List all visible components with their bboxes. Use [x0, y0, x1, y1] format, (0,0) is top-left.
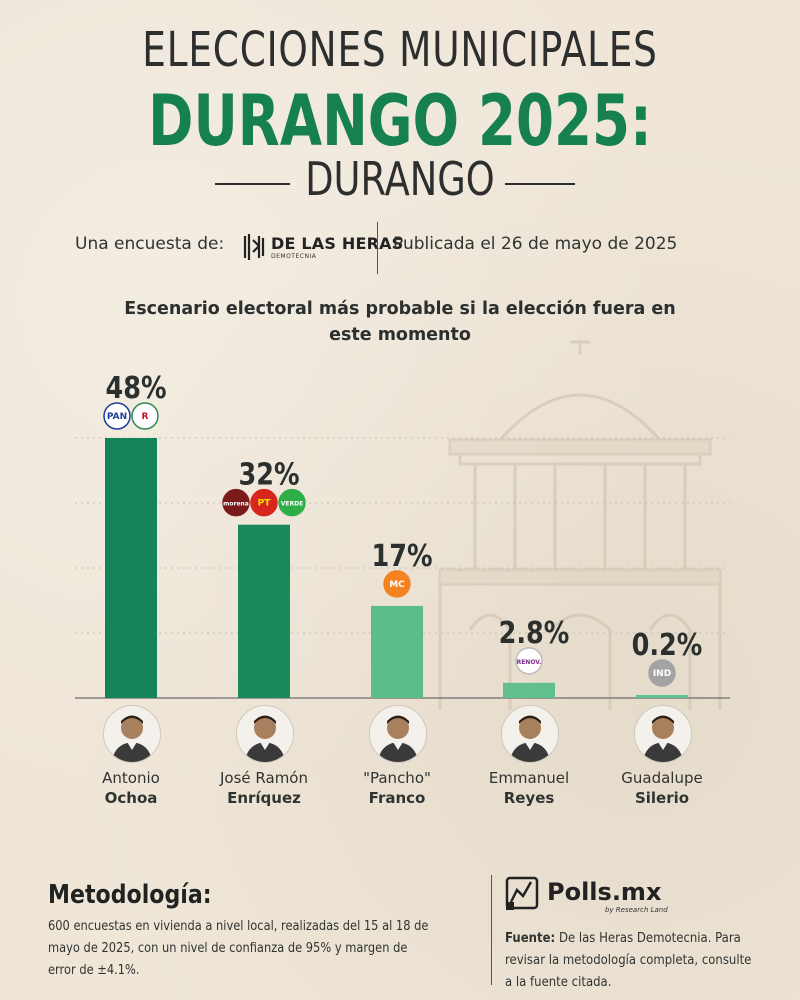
source-row: Una encuesta de: DE LAS HERAS DEMOTECNIA… — [0, 222, 800, 274]
party-logo-verde — [278, 488, 306, 517]
source-divider — [377, 222, 378, 274]
data-label-5: 0.2% — [632, 627, 703, 663]
published-date: Publicada el 26 de mayo de 2025 — [393, 234, 678, 254]
candidate-photo-5 — [634, 705, 692, 763]
candidate-photo-1 — [103, 705, 161, 763]
candidate-first-name: "Pancho" — [363, 769, 431, 787]
bar-2 — [238, 524, 290, 698]
candidate-first-name: Guadalupe — [621, 769, 703, 787]
bar-3 — [371, 605, 423, 698]
data-label-1: 48% — [105, 370, 166, 406]
party-logo-label: IND — [653, 669, 671, 679]
title-line-2: DURANGO 2025: — [148, 80, 652, 162]
polls-chart-icon — [505, 876, 539, 910]
candidate-name-1: Antonio Ochoa — [61, 768, 201, 808]
candidate-photo-2 — [236, 705, 294, 763]
candidate-name-3: "Pancho" Franco — [327, 768, 467, 808]
source-note-label: Fuente: — [505, 931, 556, 946]
polls-mx-logo: Polls.mx — [505, 872, 661, 912]
pollster-name: DE LAS HERAS — [271, 234, 404, 253]
title-rule-left — [215, 183, 290, 185]
candidate-name-4: Emmanuel Reyes — [459, 768, 599, 808]
source-label: Una encuesta de: — [75, 234, 225, 254]
candidate-photo-4 — [501, 705, 559, 763]
party-logo-pri — [131, 402, 159, 430]
data-label-2: 32% — [238, 457, 299, 493]
candidate-last-name: Reyes — [503, 789, 555, 807]
data-label-4: 2.8% — [499, 615, 570, 651]
title-line-1: ELECCIONES MUNICIPALES — [142, 22, 658, 78]
footer-divider — [491, 875, 492, 985]
party-logo-label: RENOV. — [517, 659, 542, 666]
party-logo-label: MC — [389, 580, 405, 590]
data-label-3: 17% — [371, 538, 432, 574]
chart-title: Escenario electoral más probable si la e… — [124, 299, 676, 345]
bar-4 — [503, 682, 555, 698]
candidate-photo-3 — [369, 705, 427, 763]
bar-5 — [636, 695, 688, 698]
source-note-text: De las Heras Demotecnia. Para revisar la… — [505, 931, 752, 990]
title-rule-right — [505, 183, 575, 185]
title-line-3: DURANGO — [305, 152, 495, 206]
candidate-first-name: Emmanuel — [488, 769, 570, 787]
party-logo-label: PT — [258, 499, 272, 509]
party-logo-pt — [250, 488, 278, 517]
candidate-first-name: Antonio — [102, 769, 160, 787]
kiosk-illustration — [438, 340, 722, 710]
candidate-name-2: José Ramón Enríquez — [194, 768, 334, 808]
candidate-name-5: Guadalupe Silerio — [592, 768, 732, 808]
party-logo-label: PAN — [107, 412, 127, 422]
party-logo-ind — [648, 659, 676, 687]
candidate-last-name: Ochoa — [104, 789, 158, 807]
candidate-first-name: José Ramón — [220, 769, 308, 787]
title-line-3-wrap: DURANGO — [0, 152, 800, 212]
party-logo-morena — [222, 488, 250, 517]
pollster-sub: DEMOTECNIA — [271, 253, 317, 260]
party-logo-mc — [383, 570, 411, 598]
candidate-last-name: Franco — [368, 789, 426, 807]
party-logo-label: morena — [223, 501, 249, 508]
party-logo-label: R — [142, 412, 149, 422]
polls-brand: Polls.mx — [547, 878, 662, 906]
candidate-last-name: Enríquez — [227, 789, 301, 807]
bar-1 — [105, 438, 157, 698]
source-note: Fuente: De las Heras Demotecnia. Para re… — [505, 928, 753, 994]
pollster-logo: DE LAS HERAS DEMOTECNIA — [243, 230, 403, 264]
pollster-logo-icon — [243, 234, 265, 260]
polls-brand-sub: by Research Land — [605, 906, 668, 914]
methodology-text: 600 encuestas en vivienda a nivel local,… — [48, 919, 429, 978]
candidate-last-name: Silerio — [634, 789, 690, 807]
party-logo-renovación — [515, 647, 543, 675]
methodology-title: Metodología: — [48, 880, 212, 910]
party-logo-pan — [103, 402, 131, 430]
party-logo-label: VERDE — [281, 501, 303, 508]
